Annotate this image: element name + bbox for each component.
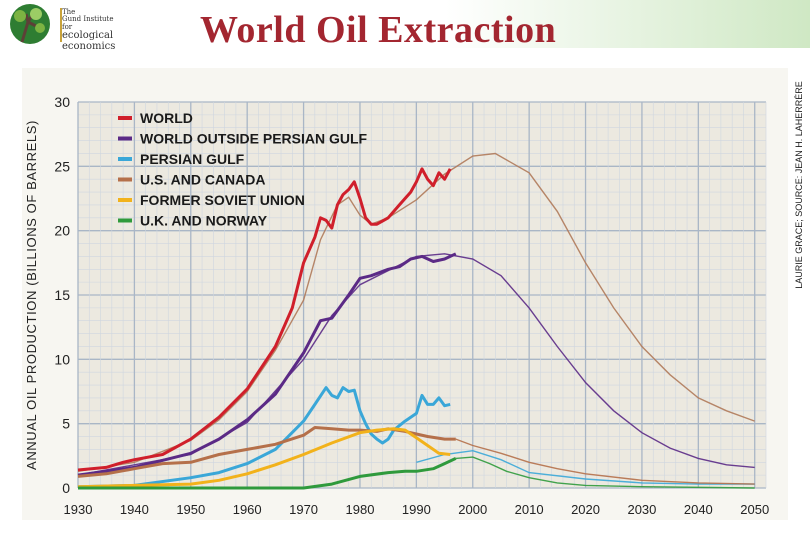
y-tick-label: 0 bbox=[62, 480, 70, 496]
forecast-curve-us-canada bbox=[455, 438, 755, 485]
logo-line-5: economics bbox=[62, 40, 116, 52]
series-line-persian-gulf bbox=[77, 386, 451, 489]
x-tick-label: 2030 bbox=[627, 502, 656, 517]
legend-label: PERSIAN GULF bbox=[140, 151, 245, 167]
y-tick-label: 20 bbox=[54, 223, 70, 239]
y-tick-label: 5 bbox=[62, 416, 70, 432]
series-line-us-canada bbox=[77, 426, 456, 478]
x-tick-label: 2050 bbox=[740, 502, 769, 517]
chart-area: ANNUAL OIL PRODUCTION (BILLIONS OF BARRE… bbox=[22, 68, 788, 520]
x-tick-label: 1960 bbox=[233, 502, 262, 517]
legend-label: U.K. AND NORWAY bbox=[140, 213, 268, 229]
x-tick-label: 1970 bbox=[289, 502, 318, 517]
legend-label: WORLD OUTSIDE PERSIAN GULF bbox=[140, 131, 368, 147]
x-tick-label: 2020 bbox=[571, 502, 600, 517]
x-tick-label: 2040 bbox=[684, 502, 713, 517]
logo-text: The Gund Institute for ecological econom… bbox=[62, 8, 116, 52]
x-tick-label: 1950 bbox=[176, 502, 205, 517]
logo-line-1: The bbox=[62, 8, 76, 16]
x-tick-label: 1930 bbox=[64, 502, 93, 517]
logo-line-2: Gund Institute bbox=[62, 15, 114, 24]
series-line-world bbox=[77, 167, 452, 472]
logo-line-3: for bbox=[62, 22, 73, 31]
series-line-world-outside-persian-gulf bbox=[77, 252, 457, 477]
gund-institute-logo bbox=[10, 4, 62, 44]
y-tick-label: 15 bbox=[54, 287, 70, 303]
x-tick-label: 2010 bbox=[515, 502, 544, 517]
logo-line-4: ecological bbox=[62, 30, 114, 42]
header-banner: The Gund Institute for ecological econom… bbox=[0, 0, 810, 51]
x-tick-label: 1990 bbox=[402, 502, 431, 517]
series-line-former-soviet-union bbox=[77, 427, 451, 489]
series-line-uk-norway bbox=[78, 457, 457, 490]
legend-label: WORLD bbox=[140, 110, 193, 126]
x-tick-label: 1940 bbox=[120, 502, 149, 517]
forecast-curve-uk-norway bbox=[455, 456, 755, 489]
source-credit-text: LAURIE GRACE; SOURCE: JEAN H. LAHERRÈRE bbox=[794, 81, 804, 289]
forecast-curve-forecast bbox=[77, 152, 755, 472]
forecast-curve-world-outside-persian-gulf bbox=[77, 253, 755, 476]
legend-label: FORMER SOVIET UNION bbox=[140, 192, 305, 208]
legend-label: U.S. AND CANADA bbox=[140, 172, 265, 188]
y-tick-label: 10 bbox=[54, 351, 70, 367]
y-tick-label: 25 bbox=[54, 158, 70, 174]
x-tick-label: 2000 bbox=[458, 502, 487, 517]
y-axis-title: ANNUAL OIL PRODUCTION (BILLIONS OF BARRE… bbox=[24, 120, 39, 470]
y-tick-label: 30 bbox=[54, 94, 70, 110]
oil-production-chart: ANNUAL OIL PRODUCTION (BILLIONS OF BARRE… bbox=[22, 68, 788, 520]
forecast-curve-persian-gulf bbox=[416, 449, 755, 485]
x-tick-label: 1980 bbox=[346, 502, 375, 517]
source-credit: LAURIE GRACE; SOURCE: JEAN H. LAHERRÈRE bbox=[789, 50, 809, 320]
slide-title: World Oil Extraction bbox=[200, 9, 557, 51]
